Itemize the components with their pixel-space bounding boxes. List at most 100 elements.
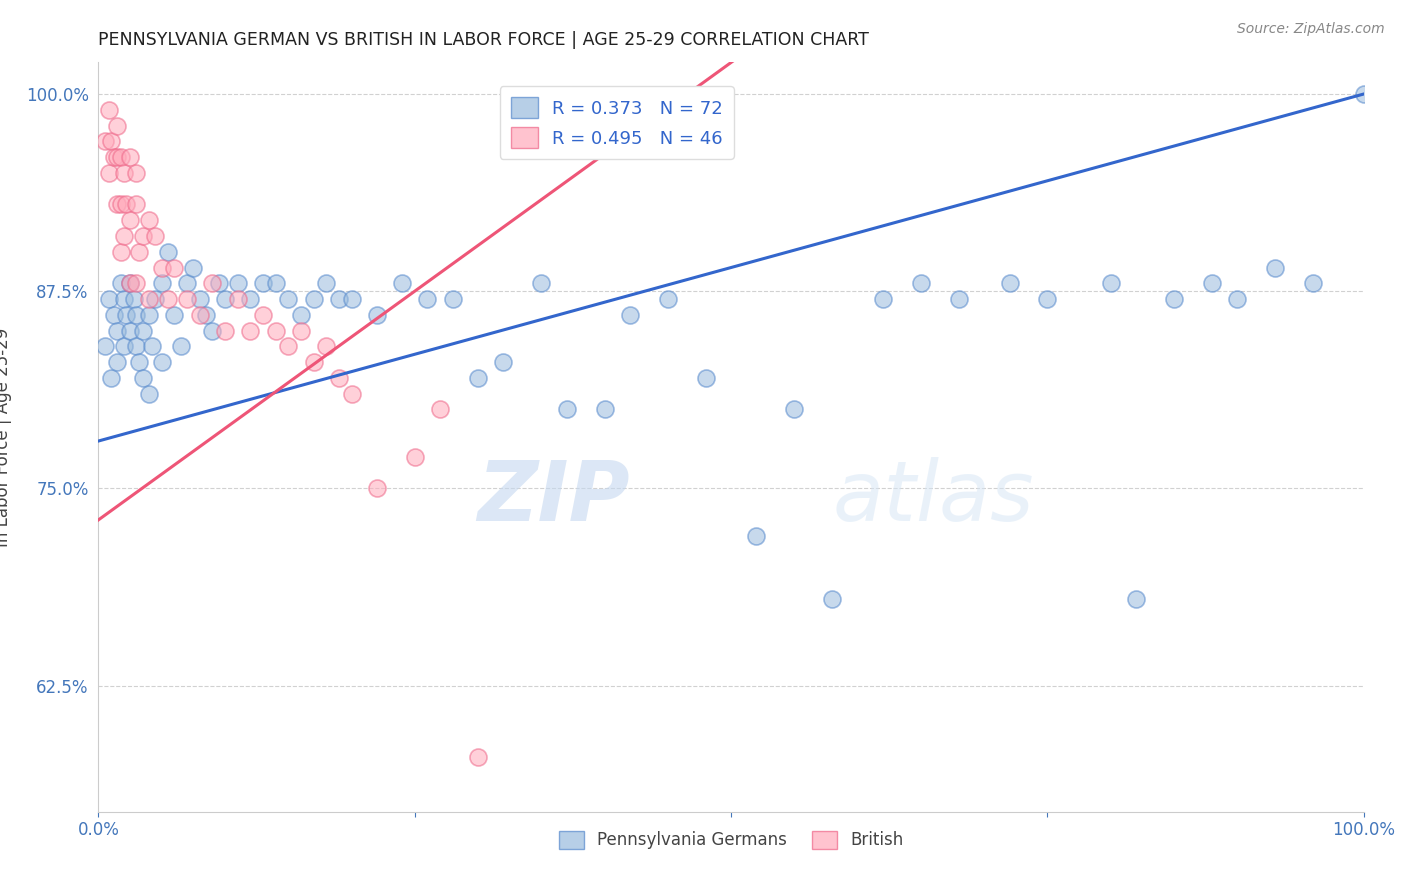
Point xyxy=(128,355,150,369)
Point xyxy=(821,591,844,606)
Y-axis label: In Labor Force | Age 25-29: In Labor Force | Age 25-29 xyxy=(0,327,11,547)
Point xyxy=(122,292,145,306)
Point xyxy=(100,134,122,148)
Text: atlas: atlas xyxy=(832,457,1033,538)
Point xyxy=(120,277,141,291)
Point xyxy=(290,308,312,322)
Point xyxy=(157,292,180,306)
Point xyxy=(107,324,129,338)
Text: PENNSYLVANIA GERMAN VS BRITISH IN LABOR FORCE | AGE 25-29 CORRELATION CHART: PENNSYLVANIA GERMAN VS BRITISH IN LABOR … xyxy=(98,31,869,49)
Point xyxy=(150,277,173,291)
Point xyxy=(97,103,120,117)
Point xyxy=(176,277,198,291)
Point xyxy=(315,339,337,353)
Point xyxy=(157,244,180,259)
Point xyxy=(132,229,155,244)
Point xyxy=(120,277,141,291)
Point xyxy=(110,150,132,164)
Point xyxy=(872,292,894,306)
Point xyxy=(201,324,224,338)
Point xyxy=(391,277,413,291)
Point xyxy=(277,339,299,353)
Point xyxy=(252,308,274,322)
Point xyxy=(998,277,1021,291)
Point xyxy=(100,371,122,385)
Point xyxy=(183,260,205,275)
Point xyxy=(226,277,249,291)
Point xyxy=(120,324,141,338)
Point xyxy=(97,292,120,306)
Point xyxy=(783,402,806,417)
Point xyxy=(252,277,274,291)
Point xyxy=(110,244,132,259)
Point xyxy=(290,324,312,338)
Point xyxy=(695,371,717,385)
Point xyxy=(366,481,388,495)
Point xyxy=(239,292,262,306)
Point xyxy=(340,292,363,306)
Point xyxy=(138,292,160,306)
Point xyxy=(138,213,160,227)
Point xyxy=(125,277,148,291)
Point xyxy=(441,292,464,306)
Point xyxy=(128,244,150,259)
Point xyxy=(103,150,125,164)
Point xyxy=(112,229,135,244)
Point xyxy=(315,277,337,291)
Point xyxy=(467,749,489,764)
Point xyxy=(1036,292,1059,306)
Point xyxy=(107,150,129,164)
Point xyxy=(530,277,553,291)
Text: ZIP: ZIP xyxy=(477,457,630,538)
Point xyxy=(1226,292,1249,306)
Point xyxy=(302,355,325,369)
Point xyxy=(328,292,350,306)
Point xyxy=(103,308,125,322)
Point xyxy=(125,308,148,322)
Point xyxy=(1353,87,1375,101)
Point xyxy=(132,371,155,385)
Point xyxy=(492,355,515,369)
Text: Source: ZipAtlas.com: Source: ZipAtlas.com xyxy=(1237,22,1385,37)
Point xyxy=(593,402,616,417)
Point xyxy=(277,292,299,306)
Point xyxy=(150,260,173,275)
Point xyxy=(302,292,325,306)
Legend: Pennsylvania Germans, British: Pennsylvania Germans, British xyxy=(553,824,910,855)
Point xyxy=(112,166,135,180)
Point xyxy=(120,213,141,227)
Point xyxy=(264,277,287,291)
Point xyxy=(328,371,350,385)
Point xyxy=(125,166,148,180)
Point xyxy=(226,292,249,306)
Point xyxy=(150,355,173,369)
Point xyxy=(745,529,768,543)
Point xyxy=(163,308,186,322)
Point xyxy=(404,450,426,464)
Point xyxy=(107,197,129,211)
Point xyxy=(138,308,160,322)
Point xyxy=(1201,277,1223,291)
Point xyxy=(1099,277,1122,291)
Point xyxy=(110,197,132,211)
Point xyxy=(188,292,211,306)
Point xyxy=(619,308,641,322)
Point xyxy=(107,119,129,133)
Point xyxy=(214,324,236,338)
Point xyxy=(264,324,287,338)
Point xyxy=(112,339,135,353)
Point xyxy=(125,339,148,353)
Point xyxy=(948,292,970,306)
Point xyxy=(657,292,679,306)
Point xyxy=(163,260,186,275)
Point xyxy=(194,308,218,322)
Point xyxy=(112,292,135,306)
Point xyxy=(97,166,120,180)
Point xyxy=(340,386,363,401)
Point xyxy=(239,324,262,338)
Point xyxy=(125,197,148,211)
Point xyxy=(145,229,166,244)
Point xyxy=(107,355,129,369)
Point xyxy=(145,292,166,306)
Point xyxy=(214,292,236,306)
